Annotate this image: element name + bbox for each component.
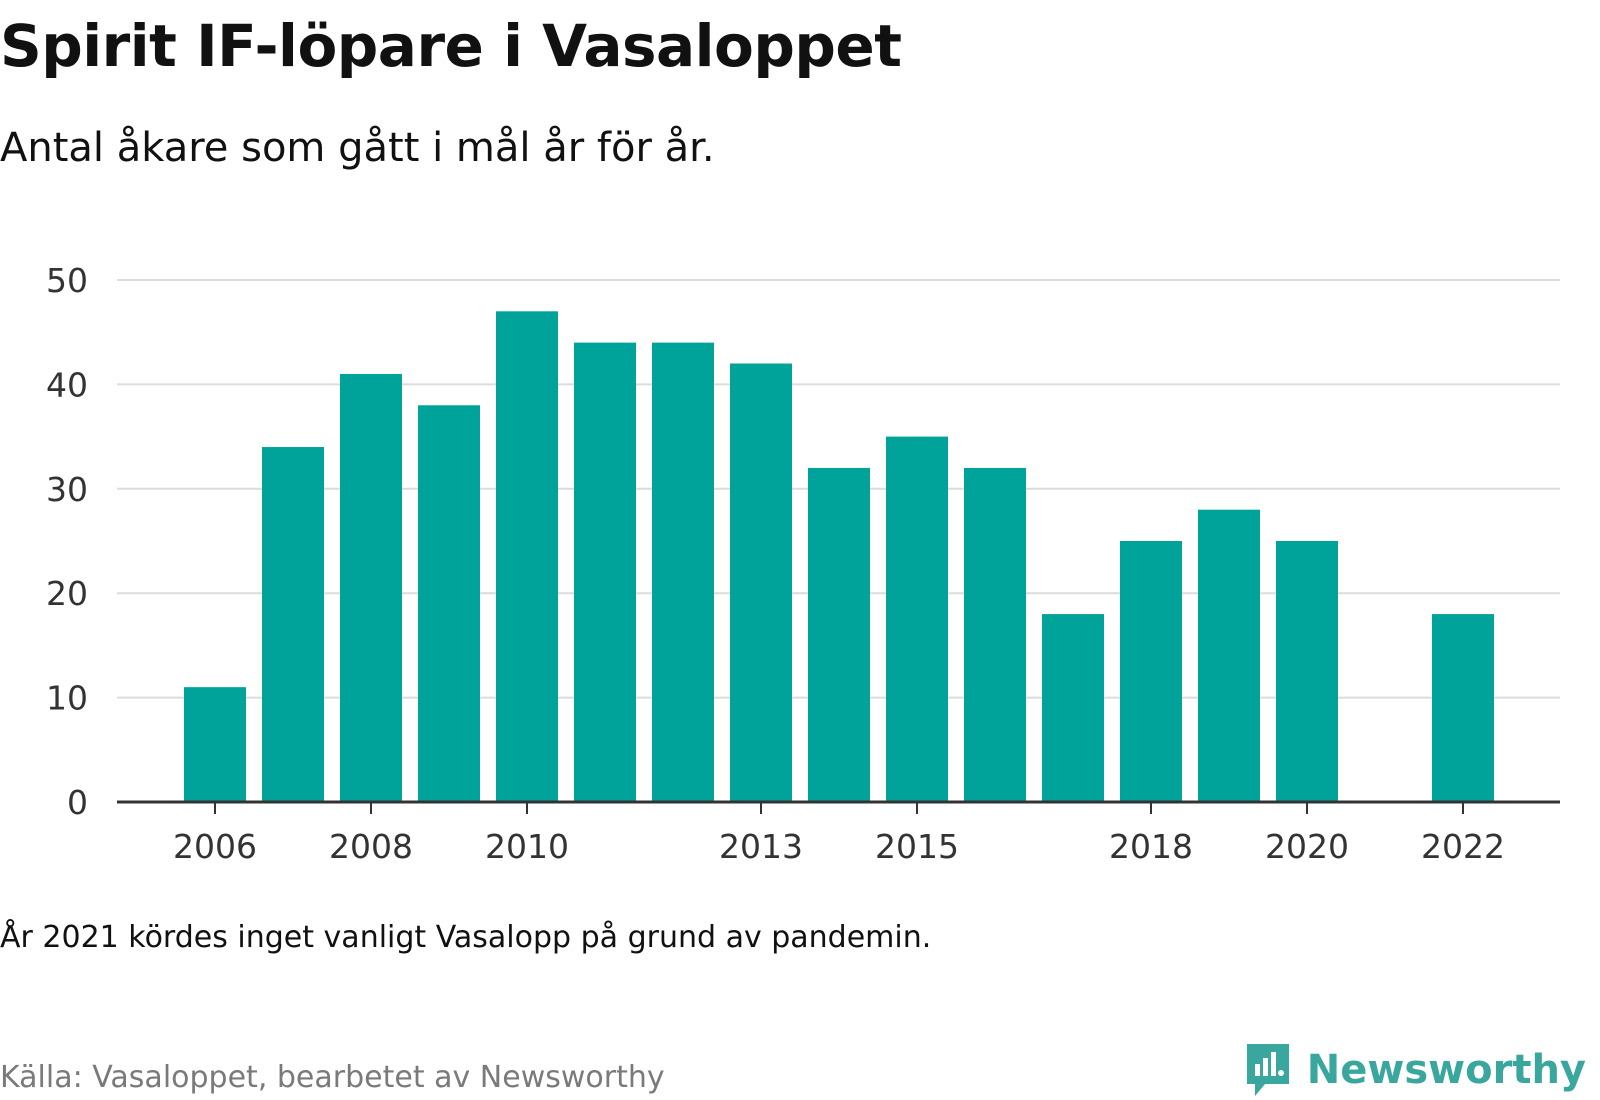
bar xyxy=(418,405,480,802)
bar-chart: 0 10 20 30 40 50 2006 2008 2010 2013 2015 2018 2020 2… xyxy=(46,261,1560,860)
bars xyxy=(184,311,1494,802)
x-tick-label: 2008 xyxy=(329,827,413,860)
y-tick-label: 50 xyxy=(46,261,88,300)
x-tick-label: 2006 xyxy=(173,827,257,860)
x-tick-label: 2013 xyxy=(719,827,803,860)
newsworthy-logo: Newsworthy xyxy=(1243,1040,1586,1100)
x-tick-label: 2010 xyxy=(485,827,569,860)
y-tick-label: 10 xyxy=(46,679,88,718)
x-tick-label: 2015 xyxy=(875,827,959,860)
x-tick-label: 2022 xyxy=(1421,827,1505,860)
source-credit: Källa: Vasaloppet, bearbetet av Newswort… xyxy=(0,1060,665,1095)
bar xyxy=(496,311,558,802)
x-tick-label: 2020 xyxy=(1265,827,1349,860)
bar xyxy=(1042,614,1104,802)
bar xyxy=(886,436,948,802)
bar xyxy=(730,363,792,802)
bar xyxy=(1198,509,1260,802)
newsworthy-logo-icon xyxy=(1246,1044,1289,1096)
y-tick-label: 40 xyxy=(46,365,88,404)
bar xyxy=(652,342,714,802)
bar xyxy=(184,687,246,802)
y-tick-label: 20 xyxy=(46,574,88,613)
bar xyxy=(1432,614,1494,802)
bar xyxy=(340,373,402,802)
axes: 0 10 20 30 40 50 2006 2008 2010 2013 2015 2018 2020 2… xyxy=(46,261,1560,860)
bar xyxy=(574,342,636,802)
brand-name: Newsworthy xyxy=(1306,1047,1586,1093)
y-tick-label: 30 xyxy=(46,470,88,509)
bar xyxy=(262,447,324,802)
chart-subtitle: Antal åkare som gått i mål år för år. xyxy=(0,125,715,171)
bar xyxy=(964,467,1026,802)
x-tick-label: 2018 xyxy=(1109,827,1193,860)
bar xyxy=(1120,541,1182,802)
bar xyxy=(1276,541,1338,802)
footnote: År 2021 kördes inget vanligt Vasalopp på… xyxy=(0,920,932,955)
chart-title: Spirit IF-löpare i Vasaloppet xyxy=(0,12,902,80)
bar xyxy=(808,467,870,802)
y-tick-label: 0 xyxy=(67,783,88,822)
